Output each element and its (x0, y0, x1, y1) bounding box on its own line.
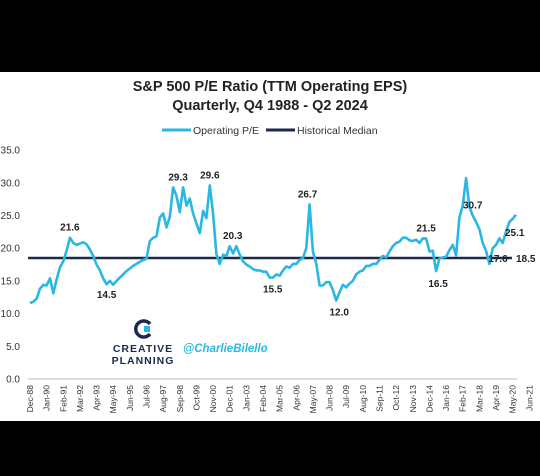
y-tick-label: 25.0 (1, 211, 21, 222)
data-label: 25.1 (505, 228, 525, 239)
y-tick-label: 20.0 (1, 244, 21, 255)
x-tick-label: Jan-03 (241, 385, 251, 411)
data-label: 17.6 (488, 254, 508, 265)
data-labels: 21.6 14.5 29.3 29.6 20.3 15.5 26.7 12.0 21.5 16.5… (60, 170, 536, 318)
x-tick-label: Oct-99 (191, 385, 201, 411)
data-label: 15.5 (263, 285, 283, 296)
legend-label-historical-median: Historical Median (297, 125, 378, 137)
chart-title: S&P 500 P/E Ratio (TTM Operating EPS) (133, 79, 408, 95)
y-tick-label: 35.0 (1, 146, 21, 157)
x-tick-label: Dec-88 (25, 385, 35, 413)
x-tick-label: Jul-09 (341, 385, 351, 408)
x-tick-label: Apr-93 (92, 385, 102, 411)
x-axis-ticks: Dec-88 Jan-90 Feb-91 Mar-92 Apr-93 May-94 Jun-… (25, 385, 534, 414)
x-tick-label: Mar-92 (75, 385, 85, 412)
x-tick-label: Mar-05 (275, 385, 285, 412)
pe-ratio-chart: S&P 500 P/E Ratio (TTM Operating EPS) Qu… (1, 79, 536, 414)
data-label: 12.0 (329, 308, 349, 319)
data-label: 26.7 (298, 189, 318, 200)
data-label: 29.6 (200, 170, 220, 181)
x-tick-label: May-07 (308, 385, 318, 414)
x-tick-label: May-94 (108, 385, 118, 414)
x-tick-label: Feb-04 (258, 385, 268, 412)
brand-name-line1: CREATIVE (113, 343, 173, 355)
y-tick-label: 15.0 (1, 276, 21, 287)
legend: Operating P/E Historical Median (162, 125, 378, 137)
legend-label-operating-pe: Operating P/E (193, 125, 259, 137)
median-value-label: 18.5 (516, 254, 536, 265)
x-tick-label: Feb-91 (58, 385, 68, 412)
x-tick-label: Sep-11 (375, 385, 385, 412)
data-label: 16.5 (428, 279, 448, 290)
brand-name-line2: PLANNING (112, 355, 175, 367)
x-tick-label: Jun-95 (125, 385, 135, 411)
x-tick-label: Jun-08 (325, 385, 335, 411)
x-tick-label: Oct-12 (391, 385, 401, 411)
data-label: 29.3 (168, 172, 188, 183)
x-tick-label: Nov-00 (208, 385, 218, 413)
x-tick-label: Dec-14 (425, 385, 435, 413)
author-handle: @CharlieBilello (183, 343, 268, 355)
data-label: 30.7 (463, 201, 483, 212)
creative-planning-logo-icon (134, 319, 152, 339)
chart-subtitle: Quarterly, Q4 1988 - Q2 2024 (172, 98, 368, 114)
x-tick-label: Mar-18 (474, 385, 484, 412)
data-label: 20.3 (223, 231, 243, 242)
x-tick-label: Apr-19 (491, 385, 501, 411)
branding: CREATIVE PLANNING @CharlieBilello (112, 319, 268, 367)
x-tick-label: Jun-21 (524, 385, 534, 411)
x-tick-label: Nov-13 (408, 385, 418, 413)
data-label: 21.6 (60, 223, 80, 234)
x-tick-label: Jul-96 (142, 385, 152, 408)
x-tick-label: May-20 (508, 385, 518, 414)
data-label: 21.5 (416, 223, 436, 234)
data-label: 14.5 (97, 290, 117, 301)
x-tick-label: Dec-01 (225, 385, 235, 413)
x-tick-label: Sep-98 (175, 385, 185, 413)
x-tick-label: Feb-17 (458, 385, 468, 412)
x-tick-label: Apr-06 (291, 385, 301, 411)
operating-pe-line (29, 176, 518, 305)
x-tick-label: Aug-97 (158, 385, 168, 413)
x-tick-label: Aug-10 (358, 385, 368, 413)
y-tick-label: 5.0 (6, 342, 20, 353)
x-tick-label: Jan-16 (441, 385, 451, 411)
chart-frame: S&P 500 P/E Ratio (TTM Operating EPS) Qu… (0, 72, 540, 421)
y-tick-label: 0.0 (6, 375, 20, 386)
y-tick-label: 30.0 (1, 178, 21, 189)
y-axis-ticks: 0.0 5.0 10.0 15.0 20.0 25.0 30.0 35.0 (1, 146, 21, 386)
x-tick-label: Jan-90 (42, 385, 52, 411)
y-tick-label: 10.0 (1, 309, 21, 320)
